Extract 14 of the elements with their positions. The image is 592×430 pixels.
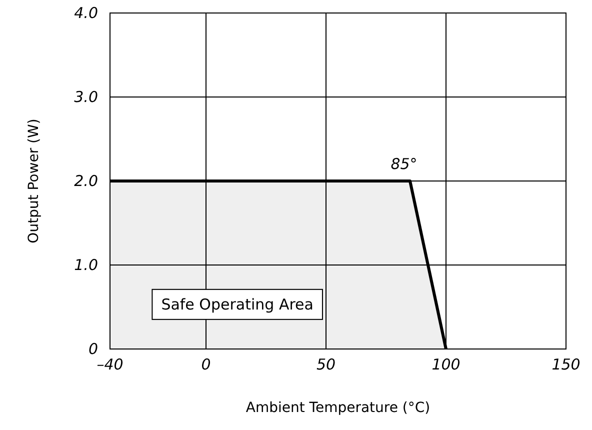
x-tick-label: 150	[552, 356, 580, 374]
y-tick-label: 0	[88, 340, 98, 358]
x-tick-label: 50	[316, 356, 336, 374]
y-tick-label: 4.0	[74, 4, 98, 22]
y-tick-label: 2.0	[74, 172, 98, 190]
x-tick-label: –40	[96, 356, 124, 374]
x-axis-title: Ambient Temperature (°C)	[246, 400, 430, 416]
annotation: 85°	[390, 155, 418, 173]
y-tick-label: 3.0	[74, 88, 98, 106]
y-tick-label: 1.0	[74, 256, 98, 274]
y-axis-title: Output Power (W)	[26, 118, 42, 244]
x-tick-label: 100	[432, 356, 460, 374]
annotation: Safe Operating Area	[161, 295, 314, 314]
x-tick-label: 0	[201, 356, 211, 374]
